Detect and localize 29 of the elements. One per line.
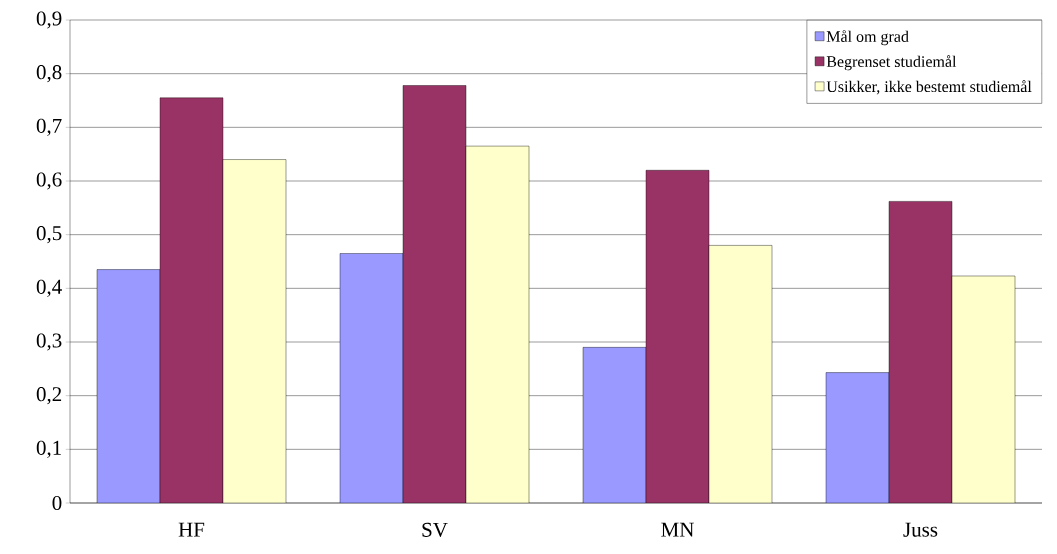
y-tick-label: 0,4 (36, 279, 62, 297)
legend-label: Begrenset studiemål (826, 55, 957, 71)
x-tick-label: Juss (903, 522, 938, 537)
bar (582, 347, 647, 503)
bar (951, 275, 1016, 503)
y-tick-label: 0,9 (36, 11, 62, 29)
bar (888, 201, 953, 503)
y-tick-label: 0,1 (36, 440, 61, 458)
x-tick-label: SV (422, 522, 448, 537)
x-tick-label: HF (178, 522, 205, 537)
y-tick-label: 0,6 (36, 172, 62, 190)
bar (465, 145, 530, 503)
legend-label: Mål om grad (826, 30, 909, 46)
bar (402, 85, 467, 503)
bar (96, 269, 161, 503)
y-tick-label: 0,7 (36, 118, 62, 136)
legend-label: Usikker, ikke bestemt studiemål (826, 80, 1032, 95)
bar (645, 170, 710, 503)
y-tick-label: 0,3 (36, 333, 62, 351)
y-tick-label: 0,5 (36, 226, 62, 244)
y-tick-label: 0 (52, 495, 62, 511)
bar (825, 372, 890, 503)
x-tick-label: MN (661, 522, 694, 537)
bar (222, 159, 287, 503)
y-tick-label: 0,8 (36, 65, 62, 83)
bar (708, 245, 773, 503)
y-tick-label: 0,2 (36, 387, 62, 405)
bar (159, 97, 224, 503)
bar (339, 253, 404, 503)
